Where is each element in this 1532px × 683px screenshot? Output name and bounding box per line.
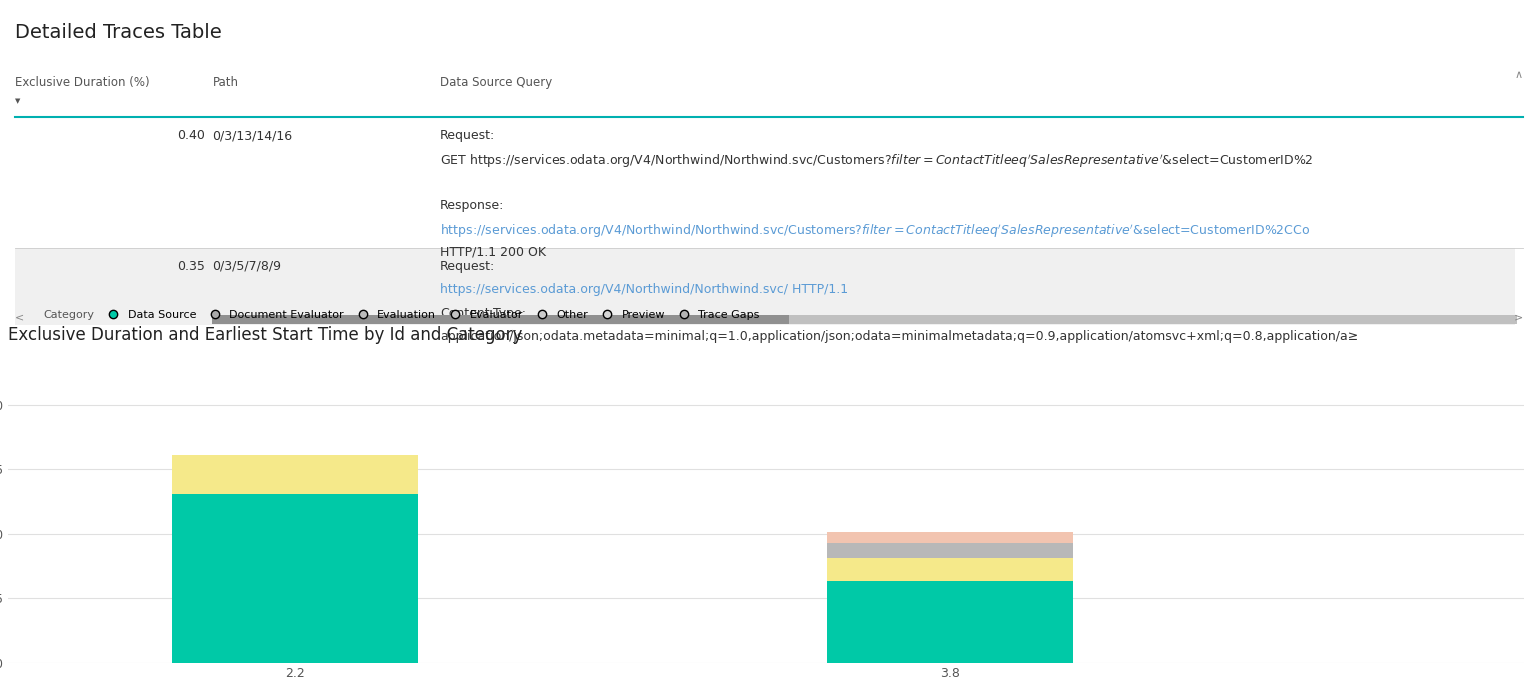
Text: ∧: ∧: [1515, 70, 1523, 80]
Text: 0.35: 0.35: [178, 260, 205, 273]
Bar: [213, 315, 789, 324]
Text: application/json;odata.metadata=minimal;q=1.0,application/json;odata=minimalmeta: application/json;odata.metadata=minimal;…: [440, 330, 1359, 343]
Bar: [827, 532, 1074, 543]
Text: GET https://services.odata.org/V4/Northwind/Northwind.svc/Customers?$filter=Cont: GET https://services.odata.org/V4/Northw…: [440, 152, 1313, 170]
Text: Response:: Response:: [440, 199, 504, 212]
Bar: [827, 543, 1074, 558]
Text: >: >: [1514, 313, 1523, 322]
Text: 0/3/5/7/8/9: 0/3/5/7/8/9: [213, 260, 282, 273]
Text: <: <: [15, 313, 25, 322]
Bar: [15, 117, 1515, 247]
Legend: Category, Data Source, Document Evaluator, Evaluation, Evaluator, Other, Preview: Category, Data Source, Document Evaluato…: [14, 305, 764, 324]
Text: ▼: ▼: [15, 98, 20, 104]
Bar: [213, 315, 1517, 324]
Text: Exclusive Duration and Earliest Start Time by Id and Category: Exclusive Duration and Earliest Start Ti…: [8, 326, 522, 344]
Bar: [15, 247, 1515, 357]
Bar: [172, 494, 418, 663]
Text: 0.40: 0.40: [178, 129, 205, 142]
Text: Content-Type:: Content-Type:: [440, 307, 525, 320]
Text: Exclusive Duration (%): Exclusive Duration (%): [15, 76, 150, 89]
Text: Detailed Traces Table: Detailed Traces Table: [15, 23, 222, 42]
Text: 0/3/13/14/16: 0/3/13/14/16: [213, 129, 293, 142]
Bar: [827, 558, 1074, 581]
Text: Request:: Request:: [440, 260, 495, 273]
Text: HTTP/1.1 200 OK: HTTP/1.1 200 OK: [440, 246, 545, 259]
Bar: [172, 455, 418, 494]
Text: Request:: Request:: [440, 129, 495, 142]
Bar: [827, 581, 1074, 663]
Text: https://services.odata.org/V4/Northwind/Northwind.svc/Customers?$filter=ContactT: https://services.odata.org/V4/Northwind/…: [440, 223, 1310, 240]
Text: Data Source Query: Data Source Query: [440, 76, 552, 89]
Text: Path: Path: [213, 76, 239, 89]
Text: https://services.odata.org/V4/Northwind/Northwind.svc/ HTTP/1.1: https://services.odata.org/V4/Northwind/…: [440, 283, 849, 296]
